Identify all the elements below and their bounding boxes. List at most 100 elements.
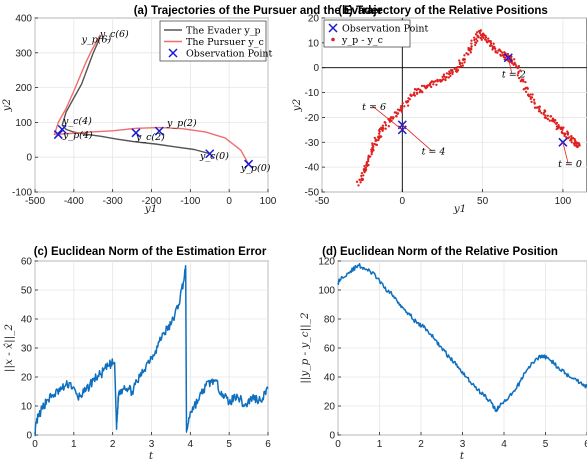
legend-entry: The Evader y_p — [186, 26, 261, 37]
observation-point-marker — [131, 128, 141, 138]
relative-position-dot — [469, 51, 473, 54]
relative-position-dot — [479, 29, 482, 32]
y-tick-label: 100 — [15, 118, 32, 129]
y-tick-label: -100 — [12, 188, 32, 199]
relative-position-dot — [533, 106, 537, 109]
annotation-pointer — [562, 142, 569, 164]
relative-position-dot — [492, 42, 495, 45]
relative-position-dot — [384, 124, 388, 127]
relative-position-dot — [470, 45, 473, 48]
relative-position-dot — [531, 93, 534, 96]
x-tick-label: 5 — [226, 439, 232, 450]
relative-position-dot — [561, 128, 564, 131]
relative-position-dot — [450, 68, 454, 72]
y-tick-label: 20 — [324, 402, 336, 413]
relative-position-dot — [400, 110, 404, 113]
relative-position-dot — [380, 126, 383, 129]
x-tick-label: -200 — [141, 196, 161, 207]
relative-position-dot — [465, 52, 468, 55]
x-tick-label: 0 — [32, 439, 38, 450]
panel-b-relative-positions: (b) Trajectory of the Relative Positions… — [291, 5, 587, 215]
relative-position-dot — [510, 62, 514, 65]
relative-position-dot — [498, 48, 501, 51]
legend-x-swatch — [168, 48, 178, 58]
y-tick-label: -30 — [305, 138, 320, 149]
panel-c-xlabel: t — [149, 450, 154, 462]
relative-position-dot — [479, 36, 482, 40]
legend-box — [323, 19, 411, 48]
x-tick-label: 100 — [555, 196, 572, 207]
panel-d-xlabel: t — [460, 450, 465, 462]
relative-position-dot — [506, 52, 510, 56]
relative-position-dot — [530, 100, 533, 104]
x-tick-label: 0 — [226, 196, 232, 207]
relative-position-dot — [463, 61, 466, 64]
relative-position-dot — [517, 71, 520, 75]
relative-position-dot — [451, 70, 454, 74]
relative-position-dot — [415, 91, 419, 94]
relative-position-dot — [410, 94, 413, 98]
relative-position-dot — [458, 59, 461, 62]
x-tick-label: 100 — [260, 196, 277, 207]
y-tick-label: -50 — [305, 188, 320, 199]
trajectory-annotation: y_p(6) — [81, 34, 112, 45]
y-tick-label: 40 — [21, 315, 33, 326]
panel-c-ylabel: ||x - x̂||_2 — [3, 324, 16, 372]
relative-position-dot — [478, 31, 482, 35]
relative-position-dot — [367, 163, 370, 167]
relative-position-dot — [540, 111, 543, 115]
x-tick-label: -50 — [315, 196, 330, 207]
relative-position-dot — [425, 86, 429, 89]
relative-position-dot — [470, 39, 473, 42]
relative-position-dot — [520, 79, 523, 82]
annotation-pointer — [507, 57, 513, 74]
relative-position-dot — [555, 125, 559, 128]
relative-position-dot — [408, 98, 411, 101]
relative-position-dot — [542, 111, 546, 114]
panel-d-ylabel: ||y_p - y_c||_2 — [299, 312, 312, 384]
annotation-pointer — [371, 105, 403, 131]
relative-position-dot — [448, 70, 451, 73]
relative-position-dot — [370, 153, 373, 156]
y-tick-label: 0 — [329, 431, 335, 442]
relative-position-dot — [552, 119, 556, 122]
relative-position-dot — [415, 88, 418, 92]
panel-c-estimation-error: (c) Euclidean Norm of the Estimation Err… — [3, 246, 271, 462]
panel-d-ticks: 0123456020406080100120 — [318, 257, 587, 450]
y-tick-label: 0 — [26, 431, 32, 442]
relative-position-dot — [484, 36, 488, 39]
legend-entry: The Pursuer y_c — [186, 37, 264, 48]
relative-position-dot — [445, 76, 448, 79]
relative-position-dot — [401, 102, 404, 105]
relative-position-dot — [357, 184, 360, 187]
x-tick-label: 1 — [377, 439, 383, 450]
relative-position-dot — [532, 98, 536, 101]
relative-position-dot — [436, 80, 439, 83]
relative-position-dot — [529, 96, 533, 99]
relative-position-dot — [575, 145, 578, 148]
y-tick-label: 50 — [21, 286, 33, 297]
relative-position-dot — [474, 33, 478, 36]
relative-position-dot — [473, 36, 476, 39]
relative-position-dot — [549, 115, 553, 118]
relative-position-dot — [412, 93, 415, 97]
relative-position-dot — [526, 87, 529, 90]
relative-position-dot — [529, 93, 532, 96]
relative-position-dot — [369, 155, 372, 158]
relative-position-dot — [486, 41, 489, 44]
relative-position-dot — [463, 54, 466, 57]
relative-position-dot — [516, 74, 519, 77]
relative-position-dot — [435, 83, 438, 86]
relative-position-dot — [380, 135, 383, 138]
relative-position-dot — [512, 63, 515, 66]
relative-position-dot — [567, 136, 571, 139]
x-tick-label: -500 — [25, 196, 45, 207]
pursuer-trajectory-line — [53, 34, 250, 165]
relative-position-dot — [488, 44, 492, 48]
y-tick-label: 0 — [26, 153, 32, 164]
relative-position-dot — [493, 45, 496, 49]
panel-a-title: (a) Trajectories of the Pursuer and the … — [134, 5, 383, 17]
y-tick-label: 100 — [318, 286, 335, 297]
